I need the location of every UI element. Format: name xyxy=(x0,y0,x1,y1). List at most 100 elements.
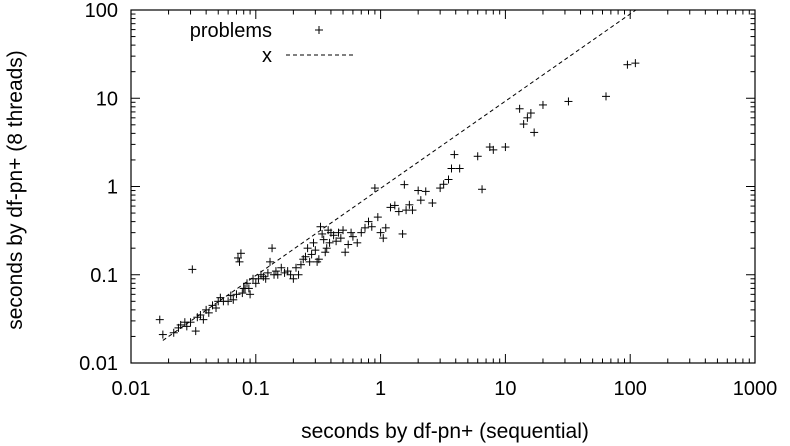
data-point xyxy=(182,322,191,331)
data-point xyxy=(301,252,310,261)
data-point xyxy=(394,207,403,216)
data-point xyxy=(501,143,510,152)
data-point xyxy=(357,228,366,237)
data-point xyxy=(232,290,241,299)
data-point xyxy=(294,270,303,279)
data-point xyxy=(519,120,528,129)
data-point xyxy=(155,315,164,324)
data-point xyxy=(233,253,242,262)
axis-ticks xyxy=(130,9,756,364)
data-point xyxy=(212,303,221,312)
data-point xyxy=(405,200,414,209)
y-tick-label: 100 xyxy=(85,0,118,22)
data-point xyxy=(303,244,312,253)
data-point xyxy=(244,284,253,293)
data-point xyxy=(623,60,632,69)
x-axis-label: seconds by df-pn+ (sequential) xyxy=(301,420,589,443)
legend-label-x: x xyxy=(262,45,272,67)
data-point xyxy=(455,164,464,173)
data-point xyxy=(242,279,251,288)
data-point xyxy=(602,92,611,101)
identity-line xyxy=(162,9,637,341)
data-point xyxy=(526,109,535,118)
legend: problems x xyxy=(190,20,353,67)
x-tick-label: 100 xyxy=(614,378,647,400)
data-point xyxy=(416,196,425,205)
data-point xyxy=(196,310,205,319)
data-point xyxy=(254,274,263,283)
data-point xyxy=(336,234,345,243)
data-point xyxy=(316,222,325,231)
data-point xyxy=(318,229,327,238)
data-point xyxy=(268,244,277,253)
data-point xyxy=(523,113,532,122)
data-point xyxy=(439,180,448,189)
data-point xyxy=(251,279,260,288)
data-point xyxy=(235,257,244,266)
data-points xyxy=(155,59,640,339)
x-tick-label: 1 xyxy=(375,378,386,400)
data-point xyxy=(489,145,498,154)
data-point xyxy=(286,270,295,279)
data-point xyxy=(271,267,280,276)
legend-marker-problems xyxy=(315,26,323,34)
data-point xyxy=(158,330,167,339)
data-point xyxy=(444,175,453,184)
data-point xyxy=(367,222,376,231)
y-tick-label: 1 xyxy=(107,177,118,199)
data-point xyxy=(296,260,305,269)
data-point xyxy=(381,223,390,232)
data-point xyxy=(305,257,314,266)
data-point xyxy=(530,128,539,137)
data-point xyxy=(370,184,379,193)
data-point xyxy=(473,152,482,161)
data-point xyxy=(339,226,348,235)
y-axis-label: seconds by df-pn+ (8 threads) xyxy=(4,50,27,330)
identity-line-path xyxy=(162,9,637,341)
data-point xyxy=(273,270,282,279)
data-point xyxy=(353,238,362,247)
data-point xyxy=(400,180,409,189)
x-tick-label: 0.01 xyxy=(112,378,151,400)
data-point xyxy=(263,268,272,277)
data-point xyxy=(199,315,208,324)
data-point xyxy=(631,59,640,68)
data-point xyxy=(322,244,331,253)
data-point xyxy=(428,199,437,208)
data-point xyxy=(348,232,357,241)
data-point xyxy=(408,206,417,215)
data-point xyxy=(224,297,233,306)
data-point xyxy=(414,186,423,195)
data-point xyxy=(421,187,430,196)
data-point xyxy=(261,274,270,283)
y-tick-label: 0.1 xyxy=(90,265,118,287)
data-point xyxy=(447,164,456,173)
data-point xyxy=(376,228,385,237)
data-point xyxy=(341,248,350,257)
data-point xyxy=(564,97,573,106)
data-point xyxy=(386,203,395,212)
data-point xyxy=(361,223,370,232)
y-tick-labels: 0.01 0.1 1 10 100 xyxy=(79,0,118,375)
data-point xyxy=(307,250,316,259)
data-point xyxy=(347,228,356,237)
x-tick-label: 10 xyxy=(494,378,516,400)
data-point xyxy=(515,104,524,113)
data-point xyxy=(292,263,301,272)
data-point xyxy=(538,100,547,109)
data-point xyxy=(266,257,275,266)
data-point xyxy=(236,249,245,258)
y-tick-label: 0.01 xyxy=(79,353,118,375)
data-point xyxy=(436,184,445,193)
data-point xyxy=(390,201,399,210)
data-point xyxy=(311,246,320,255)
data-point xyxy=(332,237,341,246)
data-point xyxy=(321,248,330,257)
x-tick-label: 1000 xyxy=(733,378,778,400)
data-point xyxy=(204,308,213,317)
data-point xyxy=(309,238,318,247)
data-point xyxy=(478,185,487,194)
data-point xyxy=(334,228,343,237)
data-point xyxy=(226,291,235,300)
plot-border xyxy=(130,9,756,364)
